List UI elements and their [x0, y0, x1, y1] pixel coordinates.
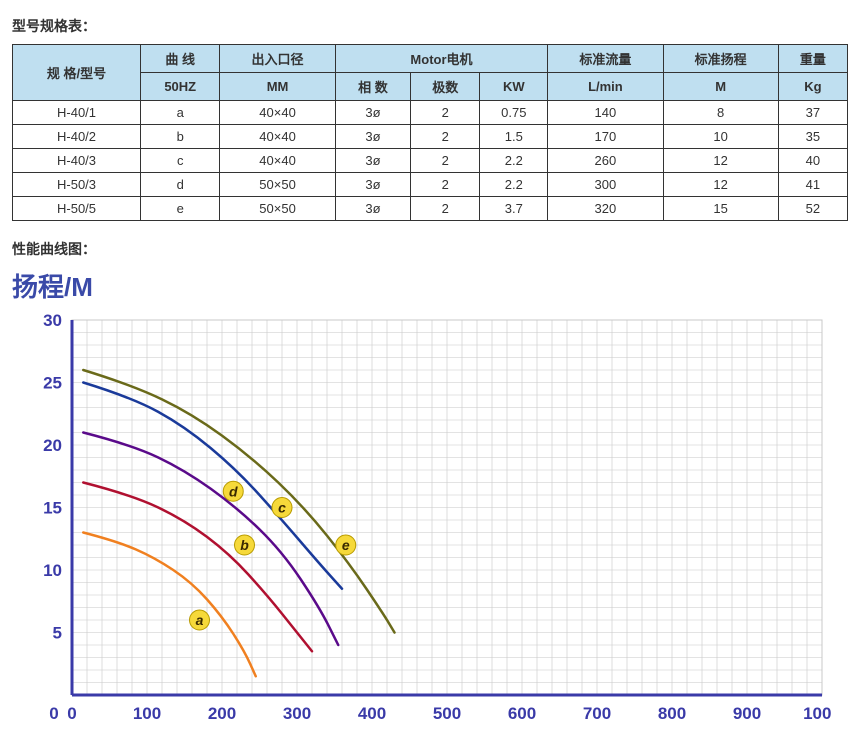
- cell-curve: e: [141, 197, 220, 221]
- cell-head: 10: [663, 125, 778, 149]
- cell-weight: 37: [778, 101, 847, 125]
- cell-weight: 35: [778, 125, 847, 149]
- th-kg: Kg: [778, 73, 847, 101]
- cell-kw: 2.2: [480, 173, 548, 197]
- svg-text:10: 10: [43, 561, 62, 580]
- svg-text:5: 5: [53, 624, 62, 643]
- cell-phase: 3ø: [335, 173, 411, 197]
- cell-phase: 3ø: [335, 101, 411, 125]
- cell-weight: 41: [778, 173, 847, 197]
- th-phase: 相 数: [335, 73, 411, 101]
- cell-poles: 2: [411, 149, 480, 173]
- th-weight: 重量: [778, 45, 847, 73]
- svg-text:c: c: [278, 500, 286, 516]
- svg-text:d: d: [229, 483, 238, 499]
- cell-port: 40×40: [220, 101, 335, 125]
- cell-model: H-40/1: [13, 101, 141, 125]
- cell-port: 50×50: [220, 173, 335, 197]
- cell-curve: a: [141, 101, 220, 125]
- cell-phase: 3ø: [335, 197, 411, 221]
- cell-kw: 0.75: [480, 101, 548, 125]
- cell-kw: 2.2: [480, 149, 548, 173]
- cell-curve: d: [141, 173, 220, 197]
- cell-poles: 2: [411, 197, 480, 221]
- table-row: H-50/3d50×503ø22.23001241: [13, 173, 848, 197]
- cell-poles: 2: [411, 173, 480, 197]
- spec-table: 规 格/型号 曲 线 出入口径 Motor电机 标准流量 标准扬程 重量 50H…: [12, 44, 848, 221]
- cell-head: 8: [663, 101, 778, 125]
- cell-flow: 320: [548, 197, 663, 221]
- performance-chart: 0100200300400500600700800900100051015202…: [12, 310, 832, 730]
- cell-kw: 1.5: [480, 125, 548, 149]
- th-curve: 曲 线: [141, 45, 220, 73]
- cell-port: 40×40: [220, 149, 335, 173]
- svg-text:25: 25: [43, 374, 62, 393]
- cell-poles: 2: [411, 101, 480, 125]
- th-poles: 极数: [411, 73, 480, 101]
- svg-text:30: 30: [43, 311, 62, 330]
- th-port: 出入口径: [220, 45, 335, 73]
- svg-text:900: 900: [733, 704, 761, 723]
- cell-model: H-40/2: [13, 125, 141, 149]
- cell-curve: c: [141, 149, 220, 173]
- svg-text:200: 200: [208, 704, 236, 723]
- svg-text:100: 100: [133, 704, 161, 723]
- table-section-title: 型号规格表：: [12, 16, 848, 36]
- svg-text:700: 700: [583, 704, 611, 723]
- svg-text:a: a: [196, 612, 204, 628]
- cell-flow: 300: [548, 173, 663, 197]
- cell-head: 12: [663, 173, 778, 197]
- svg-text:1000: 1000: [803, 704, 832, 723]
- svg-text:800: 800: [658, 704, 686, 723]
- cell-model: H-50/3: [13, 173, 141, 197]
- th-m: M: [663, 73, 778, 101]
- svg-text:400: 400: [358, 704, 386, 723]
- curve-e: [83, 370, 394, 633]
- table-row: H-40/1a40×403ø20.75140837: [13, 101, 848, 125]
- cell-flow: 140: [548, 101, 663, 125]
- curve-section-title: 性能曲线图：: [12, 239, 848, 259]
- chart-title: 扬程/M: [12, 267, 848, 304]
- curve-a: [83, 533, 256, 677]
- table-row: H-50/5e50×503ø23.73201552: [13, 197, 848, 221]
- cell-port: 50×50: [220, 197, 335, 221]
- th-model: 规 格/型号: [13, 45, 141, 101]
- cell-curve: b: [141, 125, 220, 149]
- svg-text:b: b: [240, 537, 249, 553]
- cell-phase: 3ø: [335, 125, 411, 149]
- cell-model: H-50/5: [13, 197, 141, 221]
- cell-head: 15: [663, 197, 778, 221]
- svg-text:0: 0: [67, 704, 76, 723]
- th-motor: Motor电机: [335, 45, 548, 73]
- cell-kw: 3.7: [480, 197, 548, 221]
- table-row: H-40/2b40×403ø21.51701035: [13, 125, 848, 149]
- cell-phase: 3ø: [335, 149, 411, 173]
- cell-flow: 170: [548, 125, 663, 149]
- svg-text:20: 20: [43, 436, 62, 455]
- cell-model: H-40/3: [13, 149, 141, 173]
- cell-port: 40×40: [220, 125, 335, 149]
- th-lmin: L/min: [548, 73, 663, 101]
- cell-weight: 52: [778, 197, 847, 221]
- svg-text:0: 0: [49, 704, 58, 723]
- svg-text:500: 500: [433, 704, 461, 723]
- svg-text:600: 600: [508, 704, 536, 723]
- th-50hz: 50HZ: [141, 73, 220, 101]
- th-flow: 标准流量: [548, 45, 663, 73]
- th-head: 标准扬程: [663, 45, 778, 73]
- th-mm: MM: [220, 73, 335, 101]
- svg-text:15: 15: [43, 499, 62, 518]
- th-kw: KW: [480, 73, 548, 101]
- cell-poles: 2: [411, 125, 480, 149]
- svg-text:e: e: [342, 537, 350, 553]
- table-row: H-40/3c40×403ø22.22601240: [13, 149, 848, 173]
- cell-weight: 40: [778, 149, 847, 173]
- cell-head: 12: [663, 149, 778, 173]
- curve-d: [83, 383, 342, 589]
- cell-flow: 260: [548, 149, 663, 173]
- svg-text:300: 300: [283, 704, 311, 723]
